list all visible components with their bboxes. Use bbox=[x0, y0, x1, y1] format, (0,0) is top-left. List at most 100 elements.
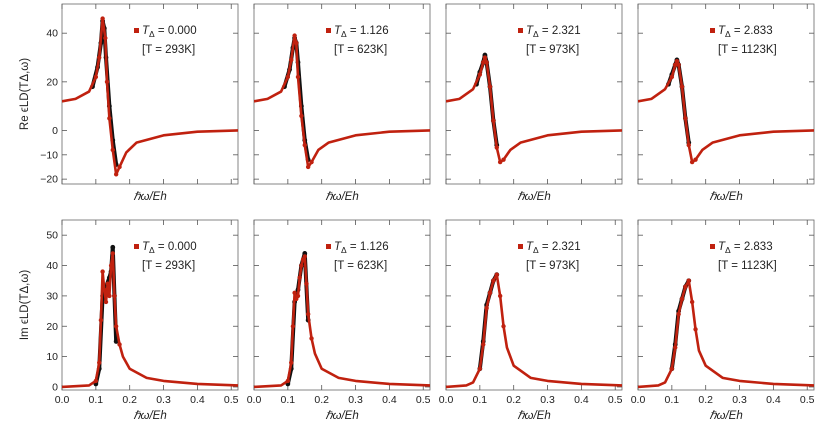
simulation-point bbox=[113, 172, 119, 177]
simulation-point bbox=[487, 290, 493, 296]
legend-temperature: [T = 1123K] bbox=[718, 44, 777, 56]
y-axis-label: Re ϵLD(TΔ,ω) bbox=[19, 58, 31, 130]
simulation-point bbox=[113, 324, 119, 329]
simulation-point bbox=[100, 269, 105, 274]
legend-t-delta: TΔ = 0.000 bbox=[142, 25, 197, 39]
x-tick-label: 0.2 bbox=[506, 394, 521, 406]
simulation-point bbox=[103, 299, 109, 305]
simulation-point bbox=[669, 366, 675, 371]
plot-frame bbox=[445, 219, 623, 391]
panel-im-1: 0.0 0.1 0.2 0.3 0.4 0.5 ℏω/Eh TΔ = 1.126 [T = 62… bbox=[247, 219, 431, 422]
simulation-point bbox=[93, 378, 99, 384]
simulation-point bbox=[686, 142, 691, 148]
simulation-point bbox=[481, 60, 486, 65]
simulation-point bbox=[93, 74, 99, 80]
simulation-point bbox=[674, 58, 680, 64]
simulation-point bbox=[289, 360, 294, 365]
legend-t-delta: TΔ = 2.833 bbox=[718, 25, 773, 39]
simulation-point bbox=[285, 378, 291, 384]
simulation-point bbox=[481, 342, 486, 347]
simulation-point bbox=[112, 293, 117, 299]
legend-temperature: [T = 623K] bbox=[334, 44, 387, 56]
x-tick-label: 0.4 bbox=[766, 394, 781, 406]
legend-temperature: [T = 293K] bbox=[142, 260, 195, 272]
simulation-point bbox=[477, 72, 483, 77]
simulation-point bbox=[117, 164, 122, 170]
simulation-point bbox=[491, 118, 496, 123]
reference-point bbox=[113, 339, 119, 344]
x-tick-label: 0.5 bbox=[224, 394, 239, 406]
legend-temperature: [T = 1123K] bbox=[718, 260, 777, 272]
simulation-point bbox=[294, 40, 299, 46]
legend-t-delta: TΔ = 2.833 bbox=[718, 241, 773, 255]
x-tick-label: 0.5 bbox=[416, 394, 431, 406]
simulation-point bbox=[676, 311, 681, 317]
legend-swatch bbox=[518, 244, 523, 249]
simulation-point bbox=[686, 278, 691, 283]
panel-re-1: ℏω/Eh TΔ = 1.126 [T = 623K] bbox=[253, 3, 431, 203]
x-tick-label: 0.0 bbox=[439, 394, 454, 406]
simulation-point bbox=[292, 290, 297, 296]
simulation-point bbox=[491, 278, 496, 283]
y-tick-label: 30 bbox=[46, 290, 58, 302]
simulation-point bbox=[693, 327, 698, 332]
simulation-point bbox=[295, 74, 301, 80]
simulation-point bbox=[108, 263, 114, 268]
simulation-point bbox=[501, 324, 506, 329]
legend-swatch bbox=[326, 28, 331, 33]
simulation-point bbox=[107, 293, 112, 299]
plot-frame bbox=[445, 3, 623, 185]
legend-temperature: [T = 973K] bbox=[526, 44, 579, 56]
simulation-point bbox=[305, 311, 311, 317]
x-tick-label: 0.3 bbox=[156, 394, 171, 406]
simulation-point bbox=[693, 157, 698, 162]
x-tick-label: 0.0 bbox=[55, 394, 70, 406]
simulation-series-line bbox=[62, 252, 238, 389]
simulation-point bbox=[289, 57, 294, 63]
simulation-point bbox=[494, 145, 499, 150]
simulation-point bbox=[299, 263, 304, 268]
simulation-point bbox=[117, 342, 122, 347]
simulation-point bbox=[679, 84, 685, 89]
simulation-point bbox=[484, 305, 489, 311]
y-tick-label: 40 bbox=[46, 28, 58, 40]
legend-temperature: [T = 623K] bbox=[334, 260, 387, 272]
plot-frame bbox=[61, 3, 239, 185]
simulation-point bbox=[676, 62, 681, 68]
x-axis-label: ℏω/Eh bbox=[133, 191, 167, 203]
panel-im-0: 50 40 30 20 10 00.0 0.1 0.2 0.3 0.4 0.5 ℏω/Eh Im ϵLD… bbox=[19, 219, 239, 422]
simulation-point bbox=[477, 366, 483, 371]
y-tick-label: −10 bbox=[40, 149, 58, 161]
panel-re-0: 40 20 0 −10 −20 ℏω/Eh Re ϵLD(TΔ,ω) TΔ = 0.000 [T… bbox=[19, 3, 239, 203]
y-axis-label: Im ϵLD(TΔ,ω) bbox=[19, 270, 31, 340]
simulation-point bbox=[683, 284, 688, 289]
x-axis-label: ℏω/Eh bbox=[517, 191, 551, 203]
y-tick-label: 50 bbox=[46, 230, 58, 242]
legend-t-delta: TΔ = 1.126 bbox=[334, 25, 389, 39]
legend-swatch bbox=[134, 244, 139, 249]
simulation-point bbox=[689, 299, 695, 305]
simulation-point bbox=[673, 62, 678, 68]
reference-point bbox=[110, 244, 116, 250]
legend-swatch bbox=[518, 28, 523, 33]
x-tick-label: 0.4 bbox=[190, 394, 205, 406]
simulation-point bbox=[110, 251, 115, 256]
simulation-series-line bbox=[254, 255, 430, 389]
simulation-point bbox=[100, 16, 105, 21]
simulation-point bbox=[103, 35, 108, 41]
simulation-point bbox=[683, 116, 688, 121]
x-tick-label: 0.3 bbox=[540, 394, 555, 406]
simulation-series-line bbox=[446, 273, 622, 389]
simulation-point bbox=[98, 317, 104, 323]
plot-frame bbox=[253, 219, 431, 391]
legend-t-delta: TΔ = 2.321 bbox=[526, 241, 581, 255]
plot-frame bbox=[637, 219, 815, 391]
simulation-point bbox=[285, 74, 291, 80]
simulation-point bbox=[305, 164, 311, 170]
x-tick-label: 0.1 bbox=[473, 394, 488, 406]
simulation-point bbox=[292, 33, 297, 38]
simulation-series-line bbox=[446, 56, 622, 164]
simulation-point bbox=[302, 142, 307, 148]
x-tick-label: 0.2 bbox=[698, 394, 713, 406]
simulation-point bbox=[102, 287, 107, 293]
